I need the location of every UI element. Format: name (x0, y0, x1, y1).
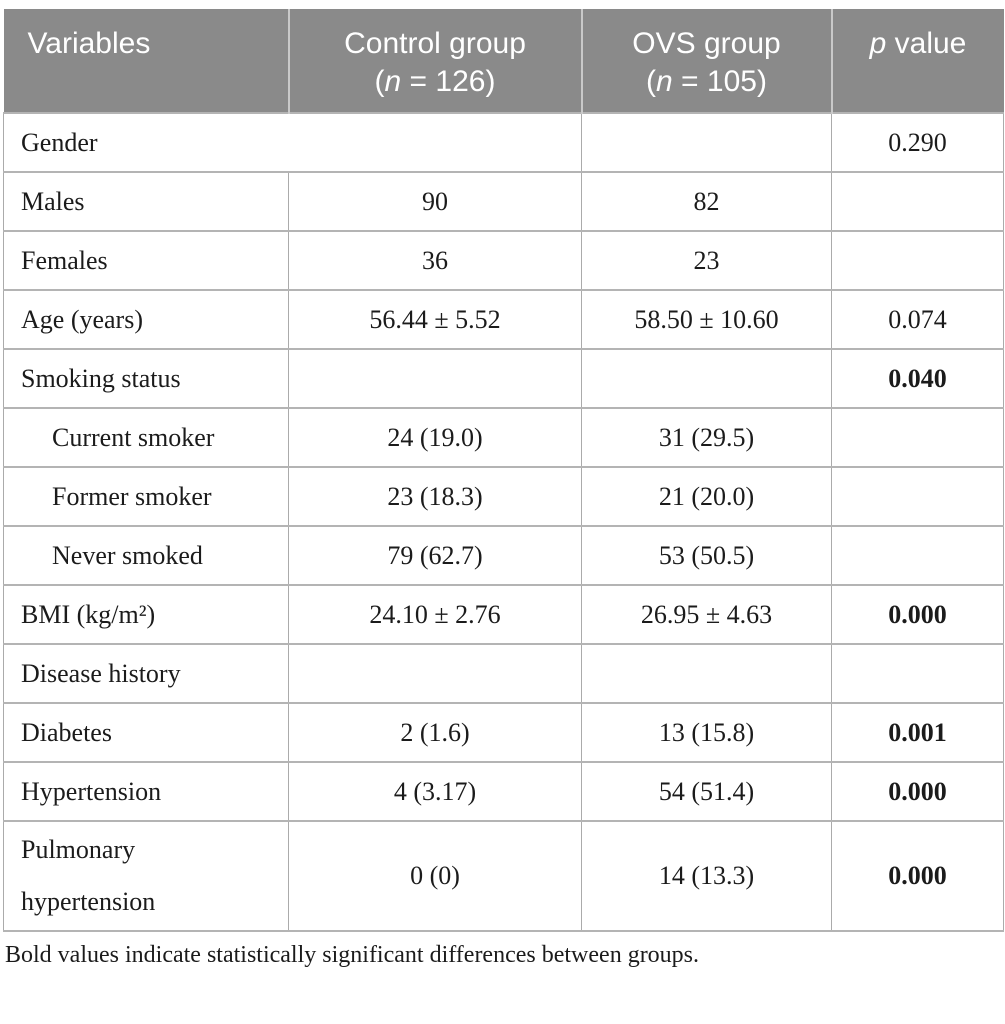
demographics-table-wrap: Variables Control group (n = 126) OVS gr… (3, 9, 1004, 969)
ovs-value (581, 643, 832, 704)
row-label: Age (years) (3, 289, 289, 350)
table-header: Variables Control group (n = 126) OVS gr… (3, 9, 1004, 113)
p-value: 0.000 (831, 584, 1004, 645)
control-value (288, 643, 582, 704)
p-value: 0.290 (831, 112, 1004, 173)
header-control-group: Control group (n = 126) (287, 9, 582, 113)
ovs-value: 21 (20.0) (581, 466, 832, 527)
p-value (831, 466, 1004, 527)
row-label: BMI (kg/m²) (3, 584, 289, 645)
table-row: Pulmonary hypertension 0 (0) 14 (13.3) 0.000 (3, 820, 1004, 932)
row-label: Never smoked (3, 525, 289, 586)
table-footnote: Bold values indicate statistically signi… (5, 942, 700, 968)
table-row: Age (years) 56.44 ± 5.52 58.50 ± 10.60 0.07… (3, 289, 1004, 350)
p-value: 0.074 (831, 289, 1004, 350)
p-value: 0.000 (831, 761, 1004, 822)
table-row: Current smoker 24 (19.0) 31 (29.5) (3, 407, 1004, 468)
control-value: 56.44 ± 5.52 (288, 289, 582, 350)
control-value: 0 (0) (288, 820, 582, 932)
ovs-value: 31 (29.5) (581, 407, 832, 468)
row-label: Current smoker (3, 407, 289, 468)
ovs-value (581, 348, 832, 409)
row-label: Females (3, 230, 289, 291)
row-label: Gender (3, 112, 582, 173)
header-ovs-n: (n = 105) (646, 65, 767, 98)
header-ovs-line1: OVS group (632, 27, 781, 60)
control-value (288, 348, 582, 409)
table-row: Males 90 82 (3, 171, 1004, 232)
table-row: Hypertension 4 (3.17) 54 (51.4) 0.000 (3, 761, 1004, 822)
header-ovs-group: OVS group (n = 105) (580, 9, 832, 113)
row-label: Pulmonary hypertension (3, 820, 289, 932)
control-value: 23 (18.3) (288, 466, 582, 527)
p-value: 0.040 (831, 348, 1004, 409)
control-value: 36 (288, 230, 582, 291)
ovs-value: 82 (581, 171, 832, 232)
control-value: 24 (19.0) (288, 407, 582, 468)
p-value (831, 171, 1004, 232)
table-row: Gender 0.290 (3, 112, 1004, 173)
p-value: 0.000 (831, 820, 1004, 932)
control-value: 4 (3.17) (288, 761, 582, 822)
row-label: Hypertension (3, 761, 289, 822)
ovs-value (581, 112, 832, 173)
table-row: Never smoked 79 (62.7) 53 (50.5) (3, 525, 1004, 586)
table-row: Diabetes 2 (1.6) 13 (15.8) 0.001 (3, 702, 1004, 763)
ovs-value: 53 (50.5) (581, 525, 832, 586)
p-value (831, 230, 1004, 291)
p-value (831, 407, 1004, 468)
ovs-value: 26.95 ± 4.63 (581, 584, 832, 645)
header-control-line1: Control group (344, 27, 526, 60)
control-value: 90 (288, 171, 582, 232)
header-control-n: (n = 126) (374, 65, 496, 98)
control-value: 24.10 ± 2.76 (288, 584, 582, 645)
header-p-value: p value (830, 9, 1004, 113)
p-value: 0.001 (831, 702, 1004, 763)
row-label: Males (3, 171, 289, 232)
header-variables: Variables (3, 9, 289, 113)
ovs-value: 14 (13.3) (581, 820, 832, 932)
row-label: Disease history (3, 643, 289, 704)
ovs-value: 13 (15.8) (581, 702, 832, 763)
row-label: Diabetes (3, 702, 289, 763)
table-row: Former smoker 23 (18.3) 21 (20.0) (3, 466, 1004, 527)
header-row: Variables Control group (n = 126) OVS gr… (3, 9, 1004, 113)
ovs-value: 54 (51.4) (581, 761, 832, 822)
p-value (831, 525, 1004, 586)
table-body: Gender 0.290 Males 90 82 Females 36 23 Age (year… (3, 112, 1004, 932)
row-label: Smoking status (3, 348, 289, 409)
table-row: BMI (kg/m²) 24.10 ± 2.76 26.95 ± 4.63 0.000 (3, 584, 1004, 645)
table-row: Smoking status 0.040 (3, 348, 1004, 409)
control-value: 2 (1.6) (288, 702, 582, 763)
ovs-value: 58.50 ± 10.60 (581, 289, 832, 350)
ovs-value: 23 (581, 230, 832, 291)
table-row: Disease history (3, 643, 1004, 704)
row-label: Former smoker (3, 466, 289, 527)
header-variables-label: Variables (27, 27, 151, 60)
control-value: 79 (62.7) (288, 525, 582, 586)
demographics-table: Variables Control group (n = 126) OVS gr… (3, 9, 1004, 932)
p-value (831, 643, 1004, 704)
table-row: Females 36 23 (3, 230, 1004, 291)
